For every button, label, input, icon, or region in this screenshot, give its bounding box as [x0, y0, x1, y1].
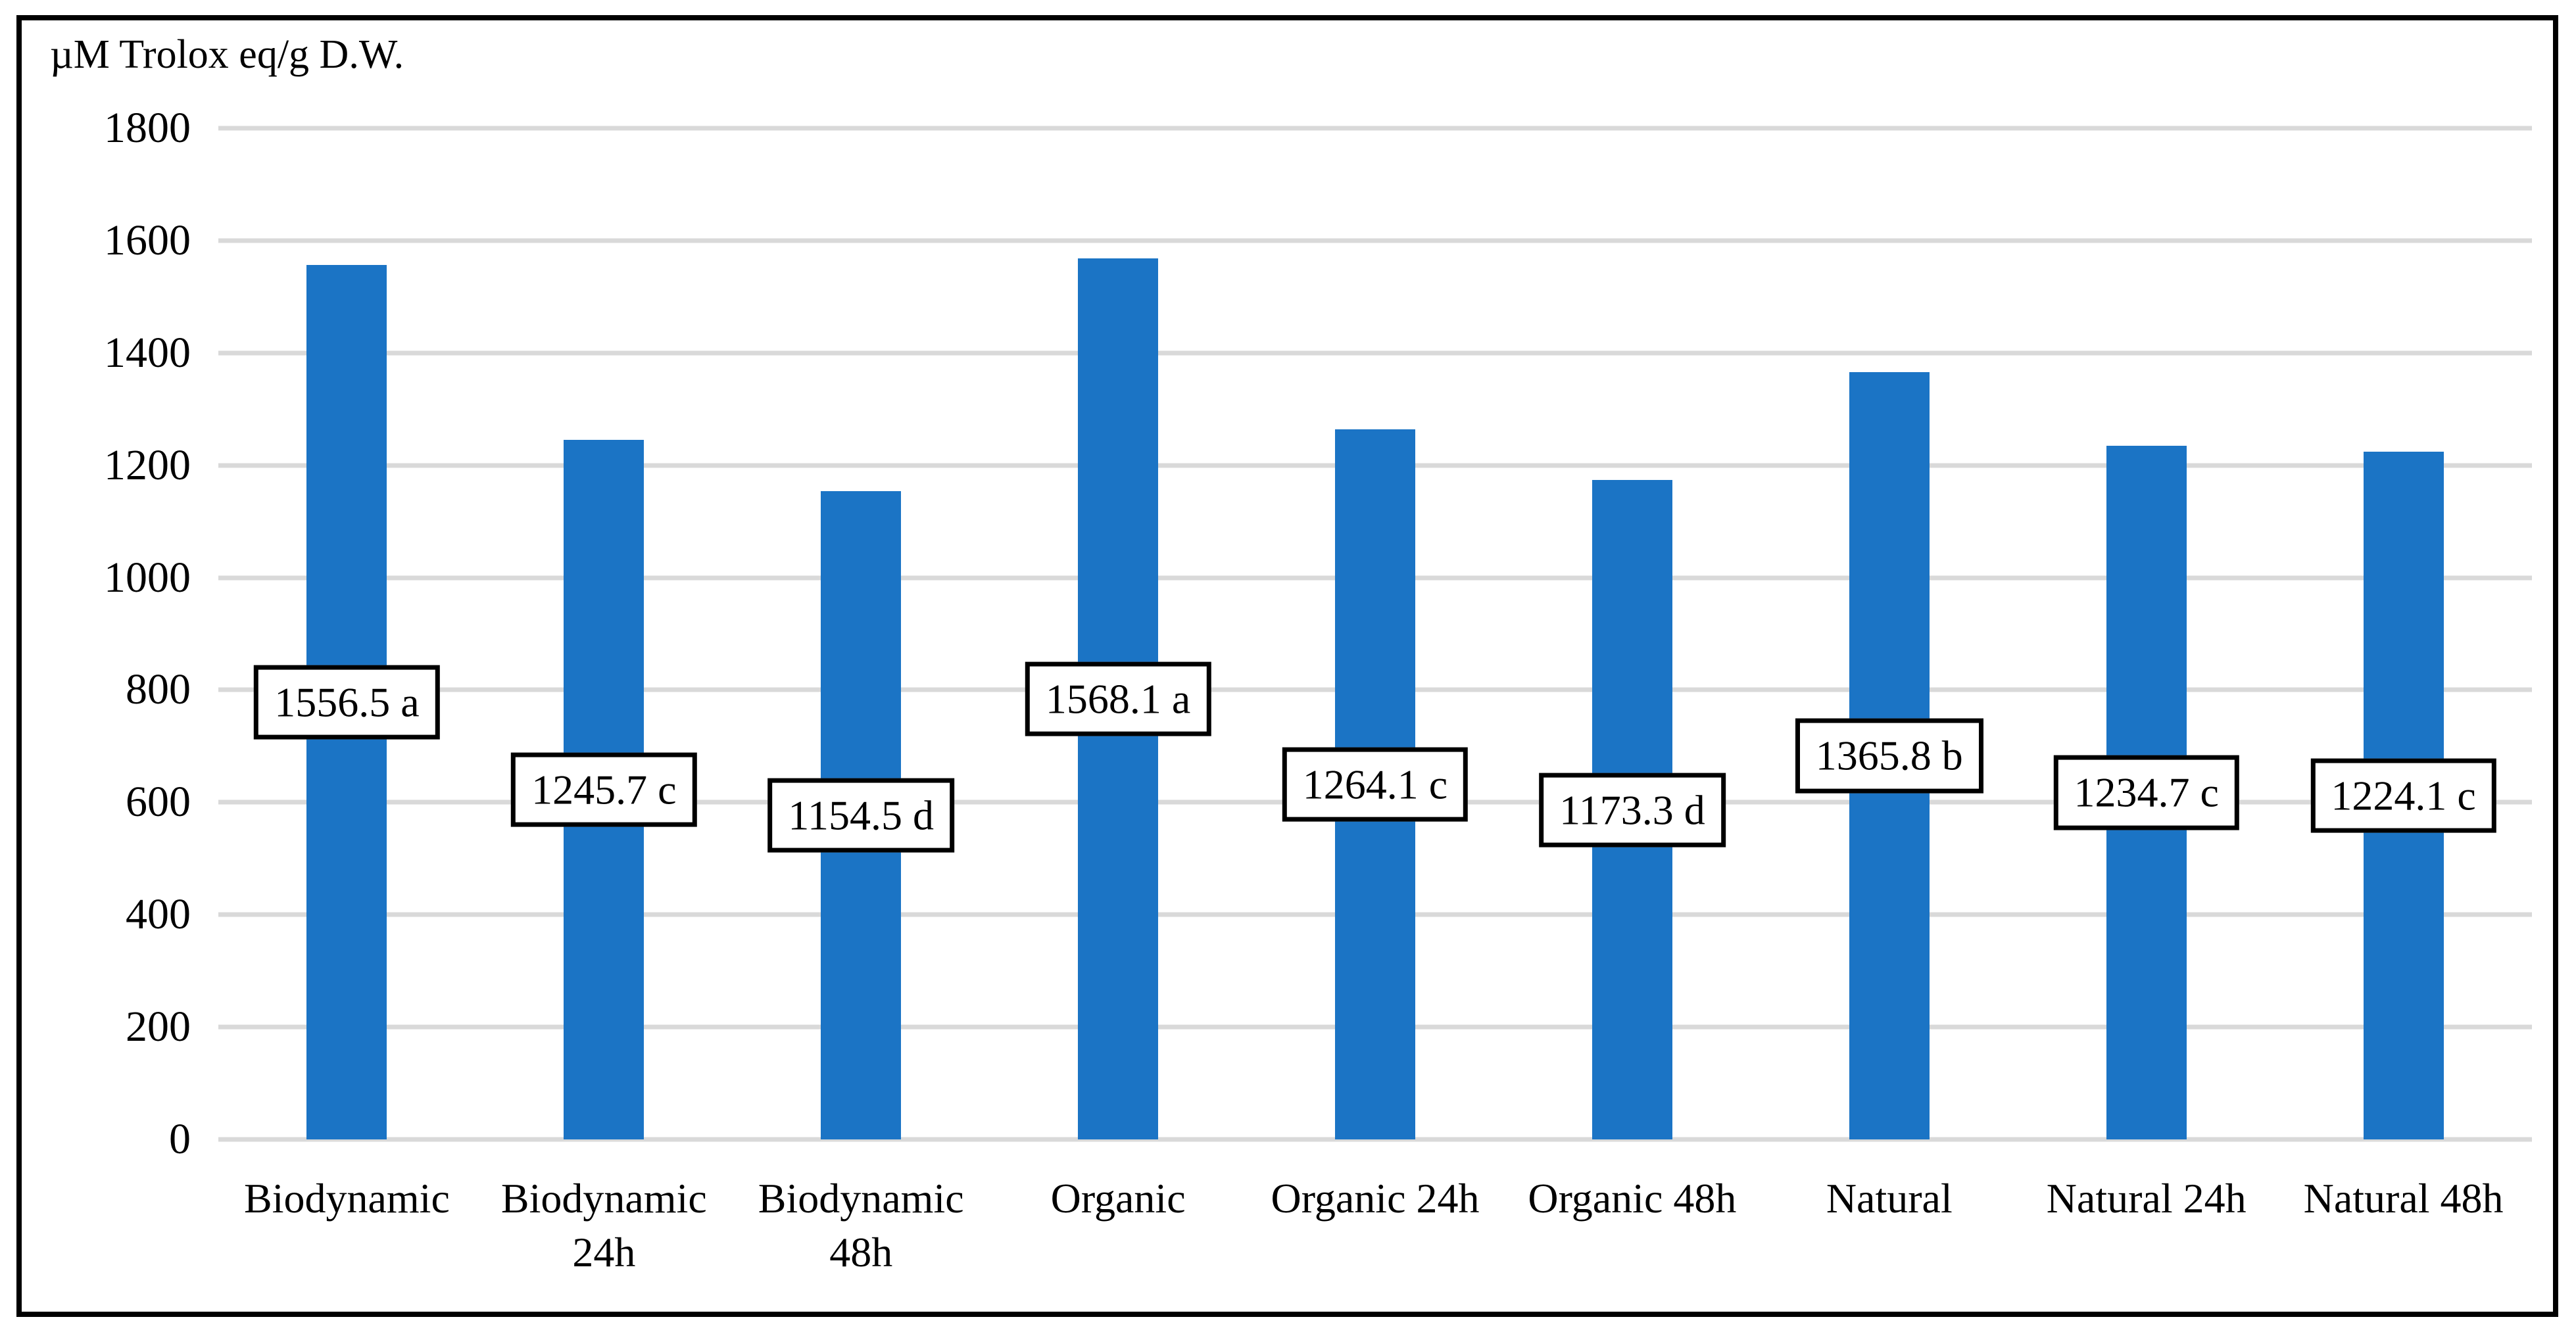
- bar-value-label-biodynamic: 1556.5 a: [254, 665, 440, 740]
- x-axis-category-label-biodynamic: Biodynamic: [244, 1175, 450, 1222]
- bar-value-label-organic-48h: 1173.3 d: [1539, 773, 1726, 847]
- x-axis-category-label-biodynamic-24h: Biodynamic 24h: [500, 1175, 707, 1276]
- x-axis-category-label-natural: Natural: [1826, 1175, 1953, 1222]
- y-axis-tick-label: 1200: [104, 441, 191, 489]
- bar-value-label-natural-48h: 1224.1 c: [2310, 758, 2496, 833]
- y-axis-tick-label: 600: [126, 778, 191, 826]
- y-axis-tick-label: 200: [126, 1003, 191, 1051]
- y-axis-tick-label: 1600: [104, 216, 191, 264]
- plot-area: 1556.5 a 1245.7 c 1154.5 d 1568.1 a 1264.1 c…: [218, 126, 2532, 1142]
- bar-value-label-natural-24h: 1234.7 c: [2053, 755, 2239, 830]
- x-axis-category-label-biodynamic-48h: Biodynamic 48h: [758, 1175, 964, 1276]
- category-slot-organic: 1568.1 a: [990, 128, 1247, 1139]
- category-slot-biodynamic-48h: 1154.5 d: [733, 128, 990, 1139]
- chart-title: µM Trolox eq/g D.W.: [50, 32, 404, 77]
- x-axis-category-label-natural-48h: Natural 48h: [2303, 1175, 2504, 1222]
- category-slot-biodynamic: 1556.5 a: [218, 128, 475, 1139]
- gridline-y-0: [218, 1137, 2532, 1142]
- y-axis-tick-label: 800: [126, 665, 191, 714]
- y-axis-tick-label: 0: [169, 1115, 191, 1163]
- gridline-y-1800: [218, 126, 2532, 131]
- x-axis-category-label-organic-48h: Organic 48h: [1528, 1175, 1737, 1222]
- bar-value-label-biodynamic-24h: 1245.7 c: [511, 752, 697, 827]
- y-axis-tick-label: 1800: [104, 104, 191, 152]
- gridline-y-1400: [218, 350, 2532, 356]
- category-slot-natural-24h: 1234.7 c: [2018, 128, 2275, 1139]
- category-slot-biodynamic-24h: 1245.7 c: [475, 128, 733, 1139]
- category-slot-organic-24h: 1264.1 c: [1247, 128, 1504, 1139]
- x-axis-category-label-organic-24h: Organic 24h: [1271, 1175, 1480, 1222]
- y-axis-tick-label: 400: [126, 890, 191, 939]
- category-slot-natural: 1365.8 b: [1761, 128, 2018, 1139]
- category-slot-natural-48h: 1224.1 c: [2275, 128, 2532, 1139]
- y-axis-tick-label: 1000: [104, 553, 191, 602]
- bar-value-label-organic-24h: 1264.1 c: [1282, 747, 1469, 822]
- bar-value-label-natural: 1365.8 b: [1795, 718, 1983, 794]
- gridline-y-1600: [218, 238, 2532, 243]
- bar-value-label-organic: 1568.1 a: [1025, 661, 1211, 736]
- category-slot-organic-48h: 1173.3 d: [1503, 128, 1761, 1139]
- x-axis-category-label-natural-24h: Natural 24h: [2046, 1175, 2247, 1222]
- x-axis-category-label-organic: Organic: [1050, 1175, 1186, 1222]
- bar-value-label-biodynamic-48h: 1154.5 d: [767, 778, 955, 853]
- y-axis-tick-label: 1400: [104, 328, 191, 377]
